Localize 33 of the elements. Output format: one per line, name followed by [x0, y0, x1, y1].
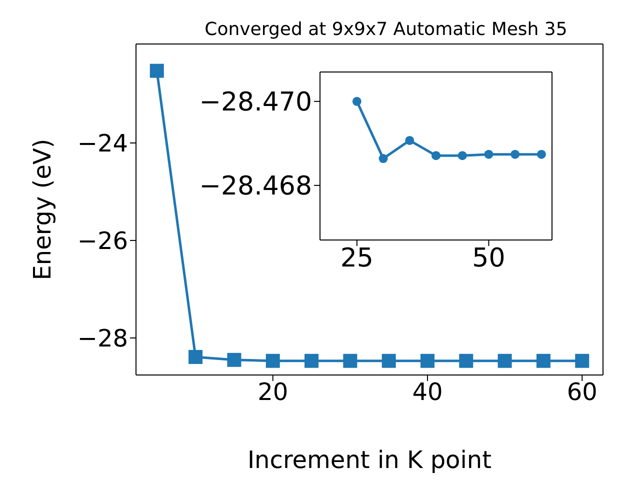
point	[405, 136, 414, 145]
point	[188, 350, 203, 364]
y-axis-title: Energy (eV)	[28, 138, 57, 280]
point	[459, 354, 474, 368]
point	[536, 150, 546, 159]
x-tick-label: 50	[472, 243, 506, 274]
point	[352, 96, 362, 106]
x-tick-label: 25	[340, 243, 374, 274]
point	[150, 64, 164, 78]
x-axis-title: Increment in K point	[247, 446, 492, 474]
x-tick-label: 20	[258, 378, 288, 406]
x-tick-label: 60	[566, 378, 598, 406]
y-tick-label: −28.468	[199, 172, 312, 202]
point	[420, 354, 434, 368]
point	[343, 354, 358, 368]
point	[304, 354, 319, 368]
point	[382, 354, 396, 368]
point	[510, 150, 520, 159]
y-tick-label: −24	[77, 129, 128, 158]
y-tick-label: −28.470	[199, 88, 312, 118]
y-tick-label: −26	[77, 226, 128, 255]
point	[536, 354, 550, 368]
point	[575, 354, 590, 368]
y-tick-label: −28	[77, 324, 128, 352]
point	[227, 352, 242, 367]
point	[498, 354, 512, 368]
point	[458, 151, 467, 160]
point	[266, 354, 280, 368]
chart-title: Converged at 9x9x7 Automatic Mesh 35	[204, 19, 568, 41]
point	[378, 154, 388, 164]
x-tick-label: 40	[412, 378, 443, 406]
point	[432, 151, 440, 160]
point	[484, 150, 494, 159]
